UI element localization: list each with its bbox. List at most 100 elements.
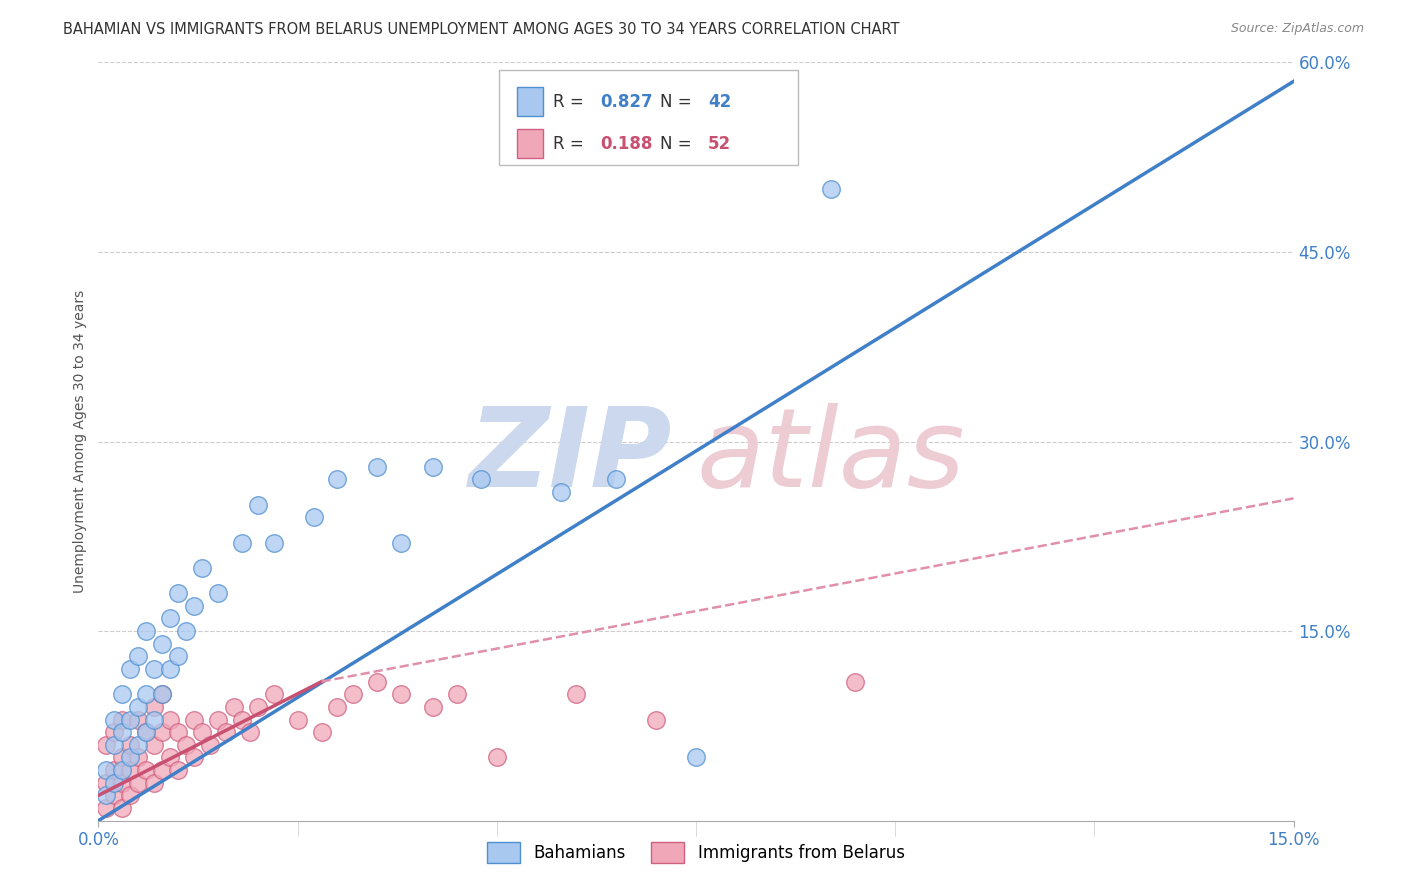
Point bbox=[143, 662, 166, 676]
Point bbox=[96, 738, 118, 752]
Point bbox=[207, 586, 229, 600]
Point bbox=[167, 649, 190, 664]
Point bbox=[135, 624, 157, 639]
Point bbox=[96, 801, 118, 815]
Point bbox=[485, 750, 508, 764]
Point bbox=[159, 611, 181, 625]
Text: R =: R = bbox=[553, 93, 589, 111]
Text: R =: R = bbox=[553, 135, 589, 153]
Point bbox=[422, 459, 444, 474]
Point bbox=[96, 776, 118, 790]
Point bbox=[183, 750, 205, 764]
Point bbox=[231, 535, 253, 549]
Text: 52: 52 bbox=[709, 135, 731, 153]
Point bbox=[150, 687, 173, 701]
Point bbox=[111, 763, 134, 777]
Point bbox=[231, 713, 253, 727]
Point bbox=[605, 473, 627, 487]
Point bbox=[215, 725, 238, 739]
Point bbox=[174, 624, 197, 639]
Point bbox=[103, 776, 125, 790]
Point bbox=[111, 776, 134, 790]
Point bbox=[422, 699, 444, 714]
Legend: Bahamians, Immigrants from Belarus: Bahamians, Immigrants from Belarus bbox=[481, 836, 911, 869]
Point bbox=[127, 750, 149, 764]
Text: 0.188: 0.188 bbox=[600, 135, 652, 153]
Point bbox=[844, 674, 866, 689]
Text: N =: N = bbox=[661, 93, 697, 111]
Point bbox=[103, 725, 125, 739]
Point bbox=[159, 750, 181, 764]
Point bbox=[174, 738, 197, 752]
Point bbox=[366, 459, 388, 474]
Point bbox=[685, 750, 707, 764]
Point bbox=[191, 561, 214, 575]
Point bbox=[159, 662, 181, 676]
Point bbox=[111, 713, 134, 727]
Point bbox=[111, 801, 134, 815]
Point bbox=[127, 776, 149, 790]
Point bbox=[389, 535, 412, 549]
Point bbox=[127, 713, 149, 727]
Point bbox=[150, 687, 173, 701]
Point bbox=[198, 738, 221, 752]
Point bbox=[183, 599, 205, 613]
Point bbox=[246, 699, 269, 714]
Point bbox=[111, 725, 134, 739]
Point bbox=[470, 473, 492, 487]
Point bbox=[446, 687, 468, 701]
Point bbox=[183, 713, 205, 727]
Point bbox=[366, 674, 388, 689]
Point bbox=[167, 586, 190, 600]
Point bbox=[127, 738, 149, 752]
Point bbox=[565, 687, 588, 701]
Point bbox=[120, 750, 142, 764]
Point bbox=[111, 687, 134, 701]
Point bbox=[287, 713, 309, 727]
FancyBboxPatch shape bbox=[517, 129, 543, 158]
Point bbox=[103, 789, 125, 803]
Text: N =: N = bbox=[661, 135, 697, 153]
Point bbox=[150, 725, 173, 739]
Point bbox=[135, 687, 157, 701]
Point bbox=[135, 763, 157, 777]
Point bbox=[167, 763, 190, 777]
Point bbox=[135, 725, 157, 739]
Point bbox=[302, 510, 325, 524]
Point bbox=[120, 738, 142, 752]
Point bbox=[150, 763, 173, 777]
Point bbox=[326, 699, 349, 714]
FancyBboxPatch shape bbox=[517, 87, 543, 116]
Point bbox=[120, 789, 142, 803]
Point bbox=[191, 725, 214, 739]
Point bbox=[96, 763, 118, 777]
Text: 42: 42 bbox=[709, 93, 731, 111]
Point bbox=[120, 763, 142, 777]
Point bbox=[326, 473, 349, 487]
Text: ZIP: ZIP bbox=[468, 403, 672, 510]
Point bbox=[167, 725, 190, 739]
Point bbox=[645, 713, 668, 727]
Point bbox=[111, 750, 134, 764]
Point bbox=[222, 699, 245, 714]
Point bbox=[103, 713, 125, 727]
Y-axis label: Unemployment Among Ages 30 to 34 years: Unemployment Among Ages 30 to 34 years bbox=[73, 290, 87, 593]
Point bbox=[550, 485, 572, 500]
Text: 0.827: 0.827 bbox=[600, 93, 652, 111]
Point bbox=[263, 535, 285, 549]
Point bbox=[143, 776, 166, 790]
Point bbox=[342, 687, 364, 701]
Point bbox=[120, 713, 142, 727]
Point bbox=[150, 637, 173, 651]
Text: BAHAMIAN VS IMMIGRANTS FROM BELARUS UNEMPLOYMENT AMONG AGES 30 TO 34 YEARS CORRE: BAHAMIAN VS IMMIGRANTS FROM BELARUS UNEM… bbox=[63, 22, 900, 37]
Point bbox=[159, 713, 181, 727]
Point bbox=[143, 713, 166, 727]
Point bbox=[96, 789, 118, 803]
Point bbox=[103, 738, 125, 752]
Point bbox=[103, 763, 125, 777]
Point bbox=[143, 738, 166, 752]
Point bbox=[389, 687, 412, 701]
Point bbox=[820, 182, 842, 196]
Point bbox=[311, 725, 333, 739]
Point bbox=[263, 687, 285, 701]
